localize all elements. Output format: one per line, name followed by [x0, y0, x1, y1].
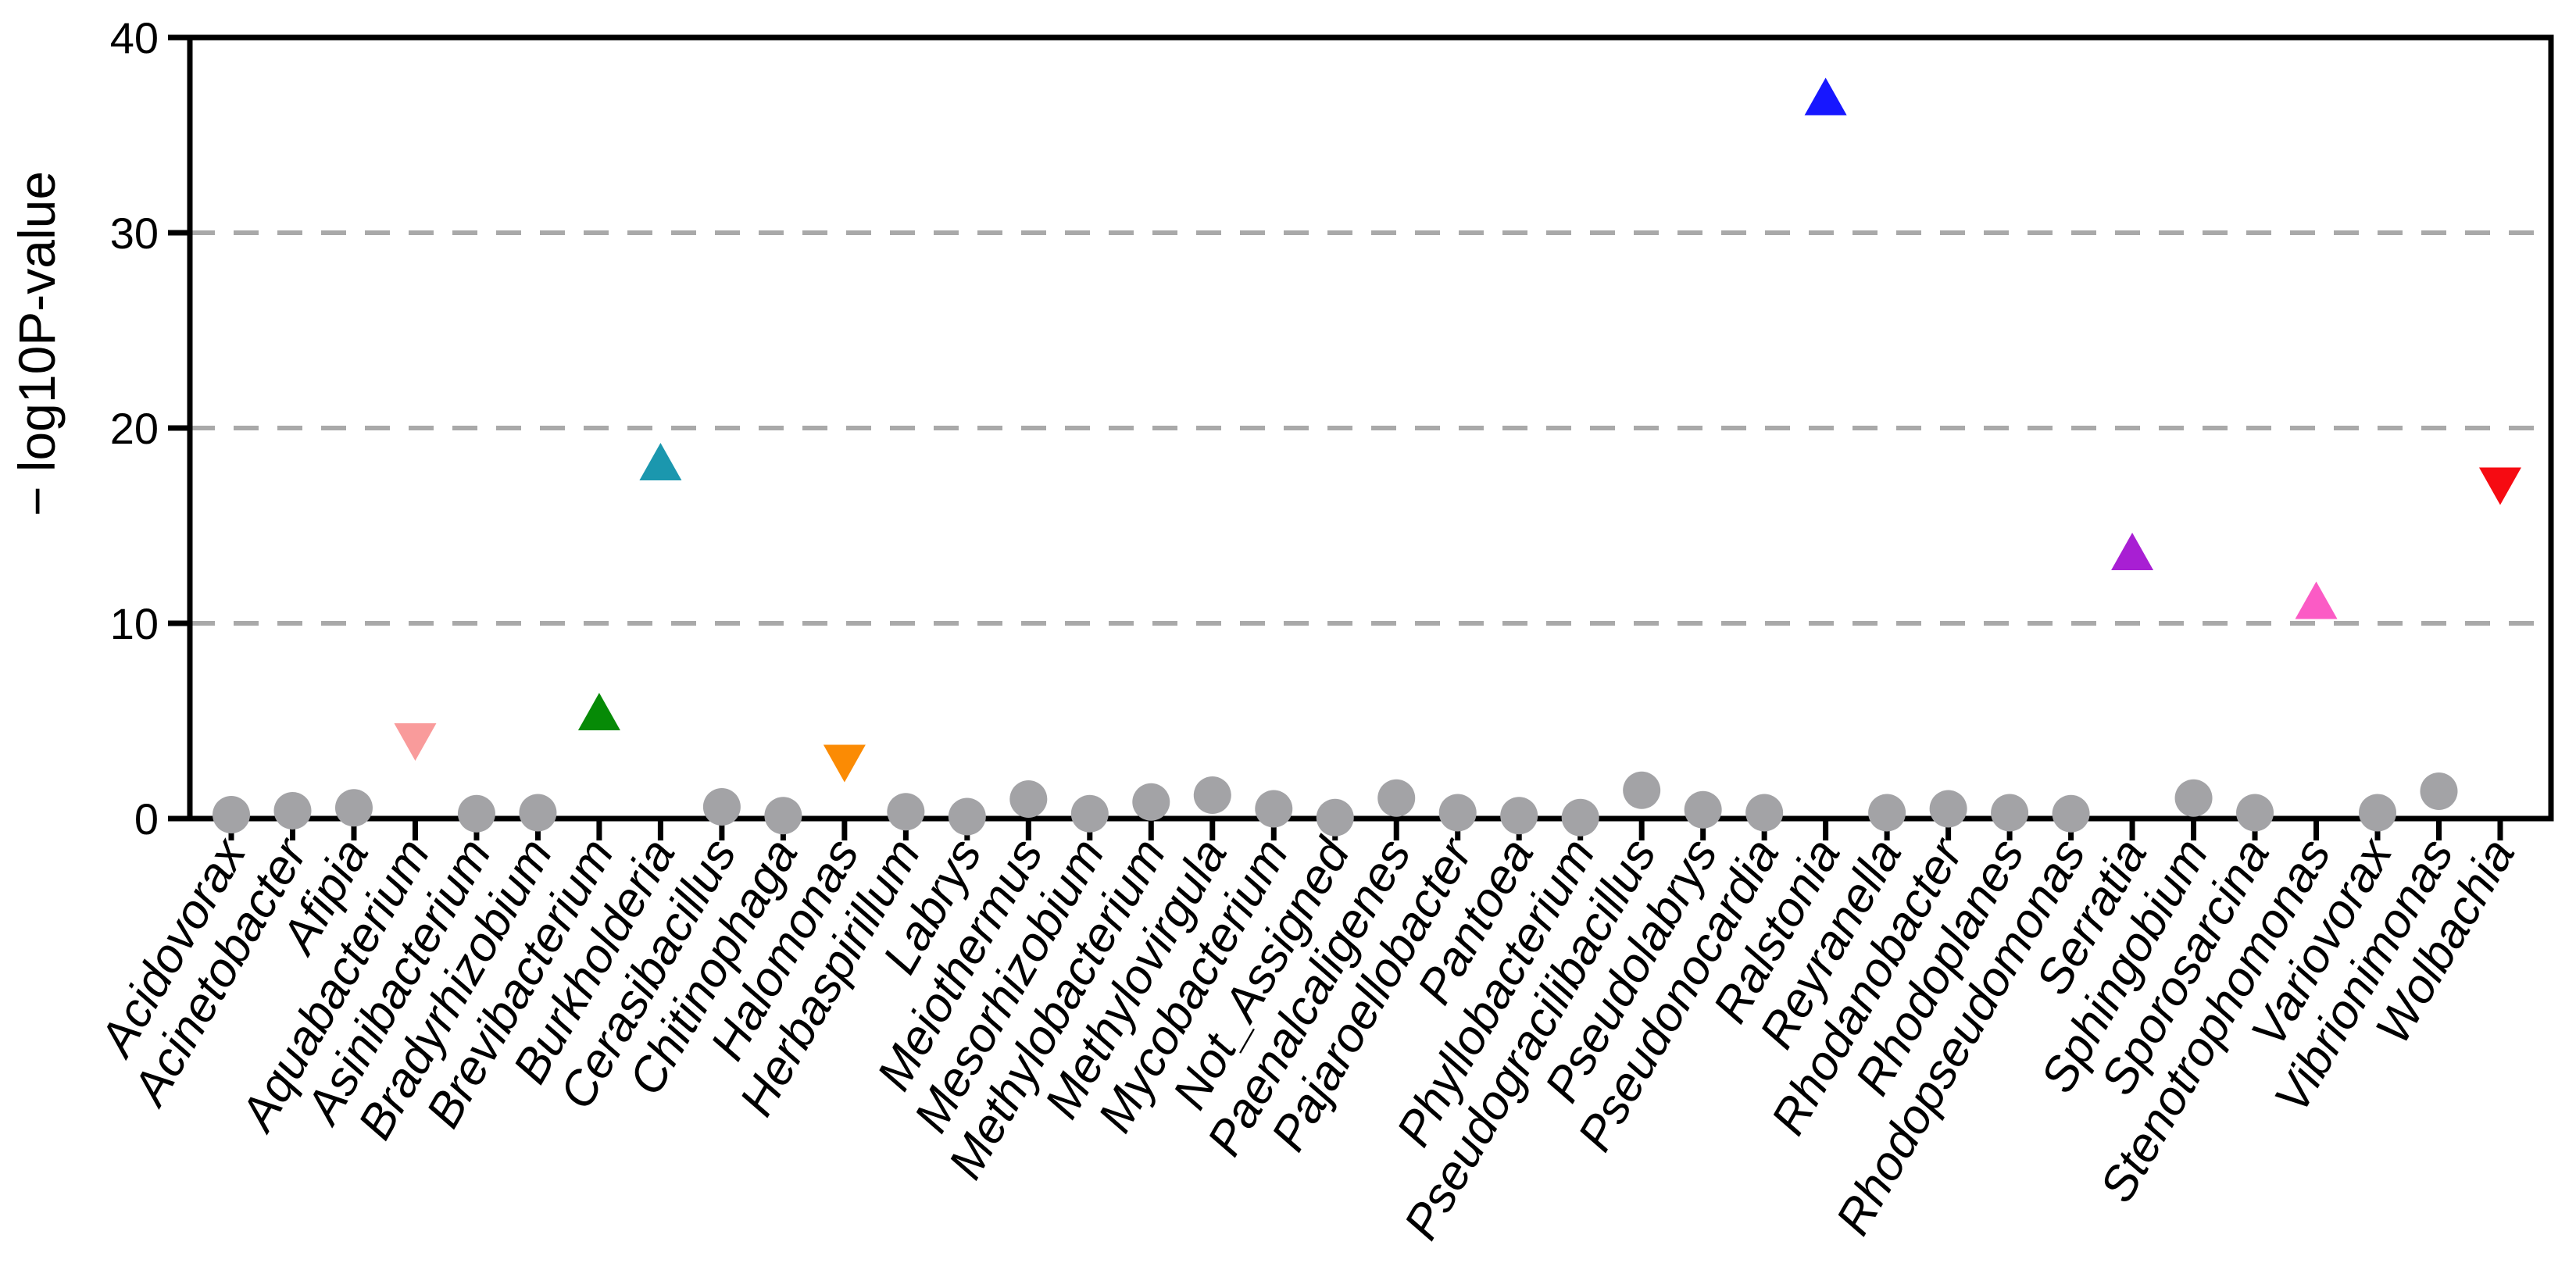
y-tick-label-40: 40	[110, 13, 159, 62]
y-tick-label-20: 20	[110, 404, 159, 453]
point-Afipia	[334, 789, 373, 827]
point-Burkholderia	[639, 443, 682, 480]
data-points	[213, 77, 2521, 837]
point-Pseudogracilibacillus	[1623, 771, 1661, 809]
point-Asinibacterium	[457, 794, 495, 833]
point-Bradyrhizobium	[519, 794, 557, 832]
point-Meiothermus	[1009, 780, 1048, 818]
point-Acidovorax	[213, 796, 250, 833]
point-Methylovirgula	[1193, 776, 1231, 814]
point-Pseudolabrys	[1684, 790, 1722, 829]
point-Methylobacterium	[1132, 783, 1170, 821]
point-Aquabacterium	[394, 723, 437, 761]
point-Ralstonia	[1804, 77, 1847, 116]
gridlines	[190, 230, 2551, 626]
point-Pajaroellobacter	[1438, 794, 1477, 832]
point-Labrys	[948, 797, 986, 836]
point-Wolbachia	[2478, 467, 2521, 505]
y-axis-title: − log10P-value	[8, 171, 66, 516]
point-Sphingobium	[2174, 779, 2213, 817]
point-Halomonas	[823, 744, 866, 783]
point-Pseudonocardia	[1745, 794, 1784, 832]
x-axis	[228, 819, 2503, 840]
point-Herbaspirillum	[887, 793, 925, 831]
point-Rhodopseudomonas	[2052, 794, 2090, 833]
y-tick-label-30: 30	[110, 209, 159, 258]
x-category-labels: AcidovoraxAcinetobacterAfipiaAquabacteri…	[88, 828, 2525, 1248]
y-axis: 0 10 20 30 40	[110, 13, 190, 844]
point-Paenalcaligenes	[1377, 779, 1416, 817]
point-Rhodoplanes	[1991, 794, 2029, 832]
point-Reyranella	[1868, 794, 1906, 832]
point-Cerasibacillus	[702, 788, 741, 826]
point-Stenotrophomonas	[2295, 581, 2338, 619]
y-tick-label-10: 10	[110, 599, 159, 648]
point-Vibrionimonas	[2420, 772, 2458, 810]
point-Mycobacterium	[1255, 790, 1293, 828]
point-Pantoea	[1500, 797, 1538, 835]
point-Acinetobacter	[273, 792, 312, 830]
point-Phyllobacterium	[1561, 798, 1599, 837]
point-Chitinophaga	[764, 797, 802, 835]
point-Sporosarcina	[2236, 794, 2274, 832]
point-Mesorhizobium	[1070, 794, 1109, 833]
point-Rhodanobacter	[1929, 790, 1967, 828]
point-Brevibacterium	[577, 693, 620, 730]
point-Not_Assigned	[1316, 798, 1354, 837]
y-tick-label-0: 0	[134, 794, 159, 844]
point-Variovorax	[2359, 794, 2397, 832]
point-Serratia	[2111, 533, 2154, 570]
